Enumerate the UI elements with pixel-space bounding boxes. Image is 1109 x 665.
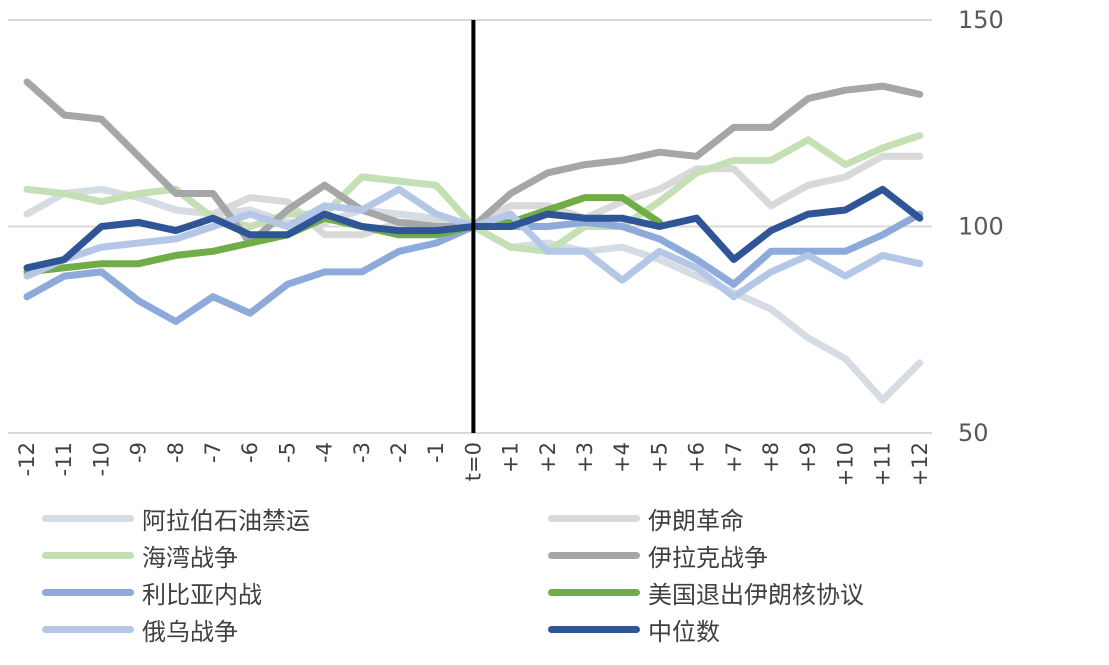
series-line-1	[209, 152, 924, 239]
legend-item: 利比亚内战	[42, 574, 262, 610]
x-tick-label: -2	[387, 442, 411, 463]
x-tick-label: +7	[722, 442, 746, 473]
x-tick-label: +4	[610, 442, 634, 473]
legend-label: 美国退出伊朗核协议	[648, 580, 864, 609]
x-axis-ticks: -12 -11 -10 -9 -8 -7 -6 -5 -4 -3 -2 -1 t=0 +1 +2 +3 +4 +5…	[15, 442, 932, 486]
legend-swatch	[548, 588, 640, 596]
legend-label: 俄乌战争	[142, 617, 238, 646]
x-tick-label: +1	[499, 442, 523, 473]
legend-label: 伊拉克战争	[648, 543, 768, 572]
x-tick-label: -5	[275, 442, 299, 463]
x-tick-label: +9	[796, 442, 820, 473]
legend-item: 海湾战争	[42, 537, 238, 573]
x-tick-label: +5	[647, 442, 671, 473]
legend-label: 阿拉伯石油禁运	[142, 506, 310, 535]
legend-item: 阿拉伯石油禁运	[42, 500, 310, 536]
x-tick-label: -4	[313, 442, 337, 463]
legend-swatch	[548, 514, 640, 522]
x-tick-label: -12	[15, 442, 39, 476]
legend-item: 俄乌战争	[42, 611, 238, 647]
x-tick-label: +8	[759, 442, 783, 473]
legend-label: 海湾战争	[142, 543, 238, 572]
y-tick-label: 100	[958, 213, 1004, 241]
x-tick-label: -10	[89, 442, 113, 476]
x-tick-label: -7	[201, 442, 225, 463]
legend-swatch	[548, 625, 640, 633]
legend-label: 中位数	[648, 617, 720, 646]
x-tick-label: -3	[350, 442, 374, 463]
y-tick-label: 150	[958, 6, 1004, 34]
legend-swatch	[42, 588, 134, 596]
x-tick-label: +3	[573, 442, 597, 473]
y-tick-label: 50	[958, 419, 989, 447]
line-chart: 50 100 150 -12 -11 -10 -9 -8 -7 -6 -5 -4 -3 -2 -1 t=0 +…	[8, 6, 1004, 486]
legend-item: 美国退出伊朗核协议	[548, 574, 864, 610]
x-tick-label: -9	[127, 442, 151, 463]
x-tick-label: +2	[536, 442, 560, 473]
x-tick-label: -1	[424, 442, 448, 463]
x-tick-label: -8	[164, 442, 188, 463]
x-tick-label: -11	[52, 442, 76, 476]
x-tick-label: -6	[238, 442, 262, 463]
legend-swatch	[42, 551, 134, 559]
y-axis-ticks: 50 100 150	[958, 6, 1004, 447]
legend: 阿拉伯石油禁运 伊朗革命海湾战争 伊拉克战争利比亚内战 美国退出伊朗核协议俄乌战争 中位…	[0, 500, 1109, 665]
x-tick-label: +6	[685, 442, 709, 473]
legend-item: 伊朗革命	[548, 500, 744, 536]
x-tick-label: +11	[871, 442, 895, 486]
legend-swatch	[548, 551, 640, 559]
x-tick-label: +12	[908, 442, 932, 486]
legend-item: 伊拉克战争	[548, 537, 768, 573]
legend-label: 伊朗革命	[648, 506, 744, 535]
legend-item: 中位数	[548, 611, 720, 647]
x-tick-label: +10	[833, 442, 857, 486]
legend-label: 利比亚内战	[142, 580, 262, 609]
legend-swatch	[42, 514, 134, 522]
x-tick-label: t=0	[461, 442, 485, 481]
legend-swatch	[42, 625, 134, 633]
